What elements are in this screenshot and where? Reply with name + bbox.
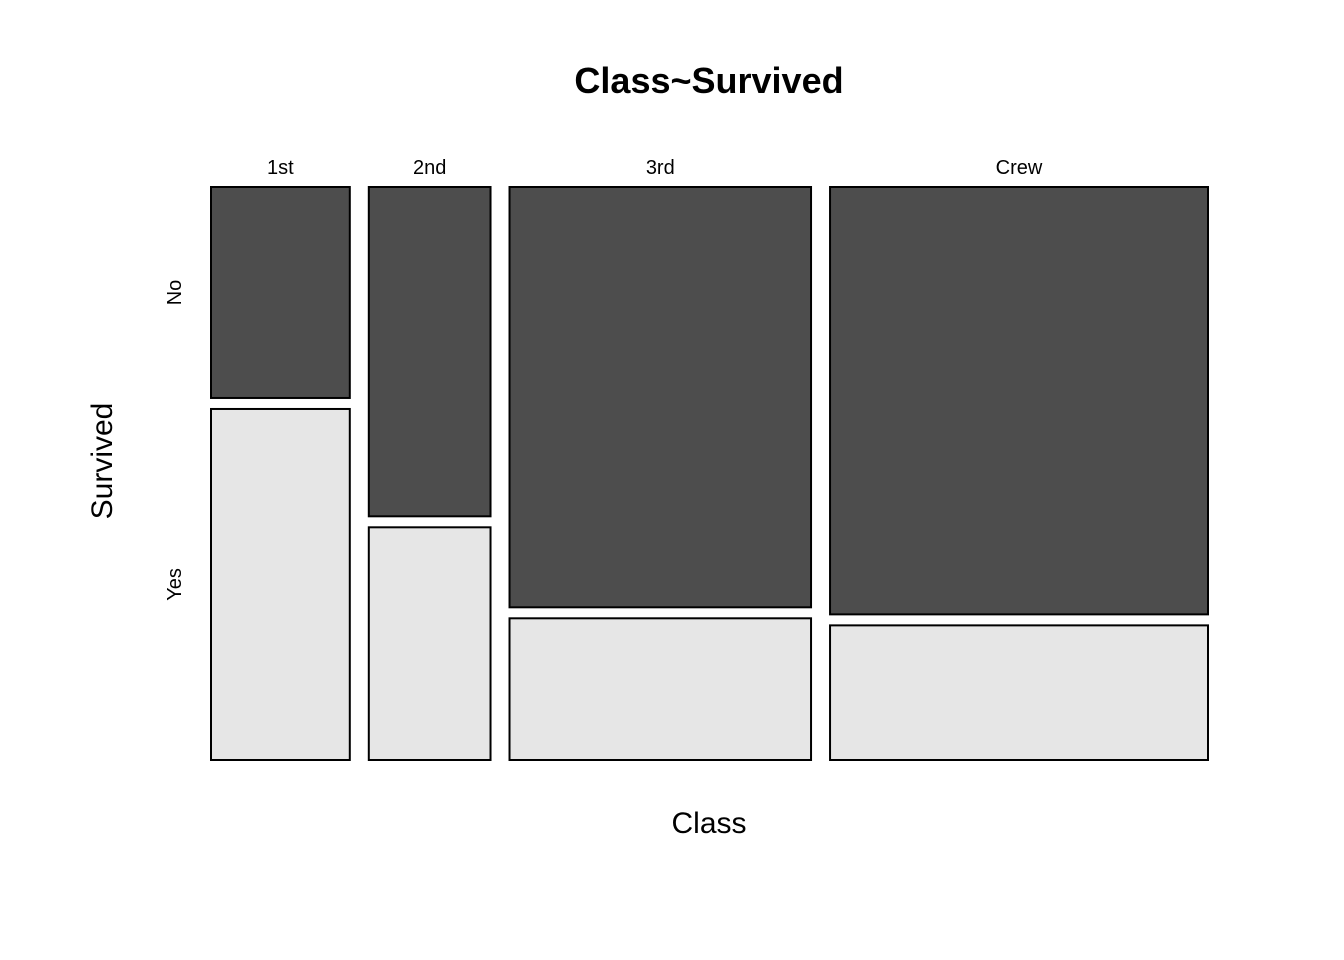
tile-crew-yes xyxy=(829,624,1209,761)
tile-3rd-no xyxy=(508,186,813,609)
x-axis-title: Class xyxy=(671,807,746,840)
tile-2nd-yes xyxy=(367,526,492,761)
tile-1st-yes xyxy=(210,407,351,761)
row-label-no: No xyxy=(164,280,186,306)
tile-crew-no xyxy=(829,186,1209,616)
mosaic-tiles xyxy=(210,186,1209,761)
column-label-3rd: 3rd xyxy=(646,157,675,179)
column-labels: 1st 2nd 3rd Crew xyxy=(267,157,1043,179)
row-labels: No Yes xyxy=(164,280,186,601)
row-label-yes: Yes xyxy=(164,568,186,601)
column-label-2nd: 2nd xyxy=(413,157,446,179)
tile-1st-no xyxy=(210,186,351,399)
column-label-crew: Crew xyxy=(996,157,1043,179)
y-axis-title: Survived xyxy=(86,403,119,520)
tile-2nd-no xyxy=(367,186,492,518)
tile-3rd-yes xyxy=(508,617,813,761)
column-label-1st: 1st xyxy=(267,157,294,179)
chart-title: Class~Survived xyxy=(574,60,843,101)
